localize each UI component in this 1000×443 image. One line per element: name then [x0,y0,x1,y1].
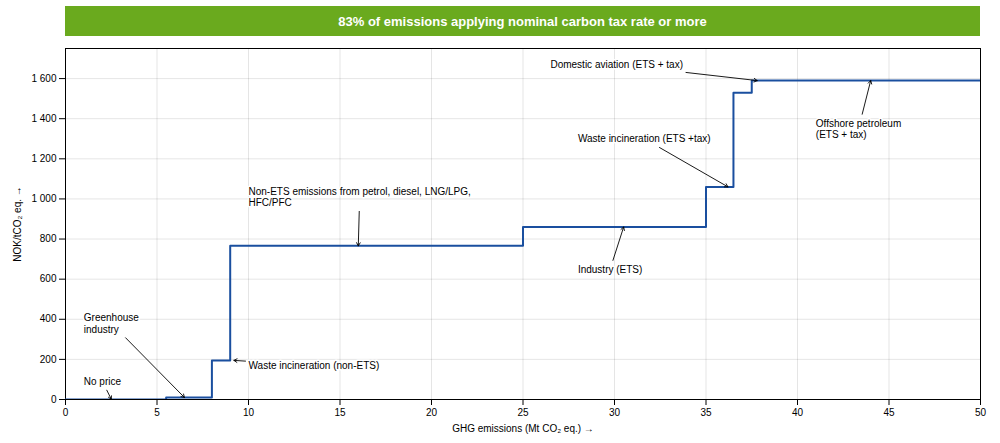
svg-text:1 000: 1 000 [31,193,56,204]
html-text:83% of emissions applying nomi: 83% of emissions applying nominal carbon… [338,13,707,29]
svg-text:Waste incineration (non-ETS): Waste incineration (non-ETS) [249,360,380,371]
svg-text:10: 10 [243,407,255,418]
svg-text:No price: No price [84,376,122,387]
svg-text:15: 15 [334,407,346,418]
svg-text:1 600: 1 600 [31,73,56,84]
svg-text:Domestic aviation (ETS + tax): Domestic aviation (ETS + tax) [550,59,683,70]
svg-text:25: 25 [517,407,529,418]
svg-text:35: 35 [700,407,712,418]
svg-text:Greenhouseindustry: Greenhouseindustry [84,312,139,335]
svg-text:1 400: 1 400 [31,113,56,124]
svg-text:600: 600 [40,273,57,284]
svg-text:200: 200 [40,354,57,365]
svg-text:1 200: 1 200 [31,153,56,164]
svg-text:NOK/tCO₂ eq. →: NOK/tCO₂ eq. → [12,186,23,262]
svg-text:5: 5 [154,407,160,418]
svg-text:30: 30 [609,407,621,418]
svg-text:400: 400 [40,313,57,324]
svg-text:40: 40 [792,407,804,418]
svg-text:Offshore petroleum(ETS + tax): Offshore petroleum(ETS + tax) [816,118,901,141]
svg-text:50: 50 [975,407,987,418]
svg-text:0: 0 [51,394,57,405]
svg-text:Waste incineration (ETS +tax): Waste incineration (ETS +tax) [578,133,711,144]
svg-text:GHG emissions (Mt CO₂ eq.) →: GHG emissions (Mt CO₂ eq.) → [452,423,594,434]
svg-text:20: 20 [426,407,438,418]
svg-text:Non-ETS emissions from petrol,: Non-ETS emissions from petrol, diesel, L… [249,186,471,209]
svg-text:0: 0 [63,407,69,418]
svg-text:800: 800 [40,233,57,244]
svg-text:Industry (ETS): Industry (ETS) [578,264,642,275]
svg-text:45: 45 [883,407,895,418]
